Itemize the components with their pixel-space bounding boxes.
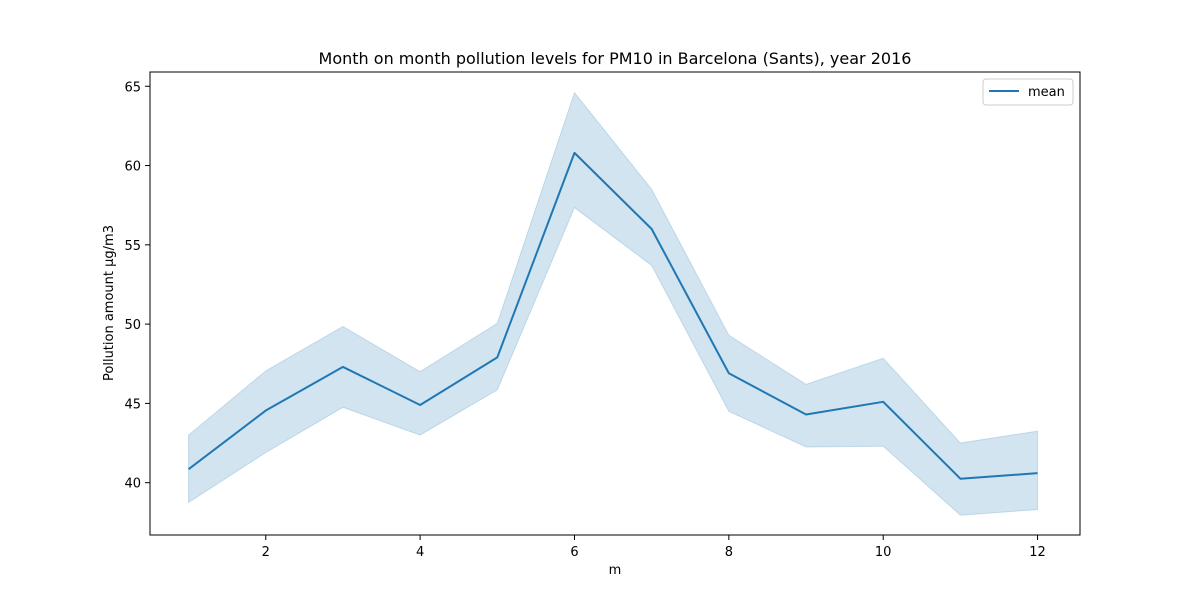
confidence-band-layer <box>188 91 1039 516</box>
x-tick-label-2: 2 <box>262 545 270 560</box>
data-point-month-10 <box>882 401 884 403</box>
series-line-mean <box>187 151 1038 480</box>
data-point-month-4 <box>419 404 421 406</box>
y-tick-label-60: 60 <box>124 160 141 175</box>
x-tick-label-6: 6 <box>570 545 578 560</box>
chart-title: Month on month pollution levels for PM10… <box>319 49 912 68</box>
data-point-month-5 <box>496 356 498 358</box>
confidence-band <box>188 91 1039 516</box>
x-axis-label: m <box>609 563 622 578</box>
legend-label-mean: mean <box>1028 85 1065 100</box>
data-point-month-12 <box>1037 472 1039 474</box>
x-tick-label-12: 12 <box>1029 545 1046 560</box>
series-line-layer <box>187 151 1039 480</box>
data-point-month-1 <box>188 468 190 470</box>
x-tick-label-10: 10 <box>875 545 892 560</box>
data-point-month-6 <box>573 152 575 154</box>
y-tick-label-45: 45 <box>124 397 141 412</box>
y-axis-label: Pollution amount µg/m3 <box>102 225 117 381</box>
plot-frame <box>149 71 1081 536</box>
data-point-month-8 <box>728 372 730 374</box>
y-tick-label-50: 50 <box>124 318 141 333</box>
data-point-month-9 <box>805 413 807 415</box>
data-point-month-11 <box>959 478 961 480</box>
x-tick-label-8: 8 <box>725 545 733 560</box>
legend-box <box>982 78 1074 106</box>
data-point-month-3 <box>342 366 344 368</box>
y-tick-label-55: 55 <box>124 239 141 254</box>
plot-area <box>150 72 1080 535</box>
y-tick-label-40: 40 <box>124 477 141 492</box>
x-tick-label-4: 4 <box>416 545 424 560</box>
x-axis-ticks: 2 4 6 8 10 12 <box>262 535 1046 560</box>
y-axis-ticks: 40 45 50 55 60 65 <box>124 80 150 492</box>
legend: mean <box>982 78 1074 106</box>
data-point-month-2 <box>265 410 267 412</box>
data-point-month-7 <box>651 228 653 230</box>
y-tick-label-65: 65 <box>124 80 141 95</box>
